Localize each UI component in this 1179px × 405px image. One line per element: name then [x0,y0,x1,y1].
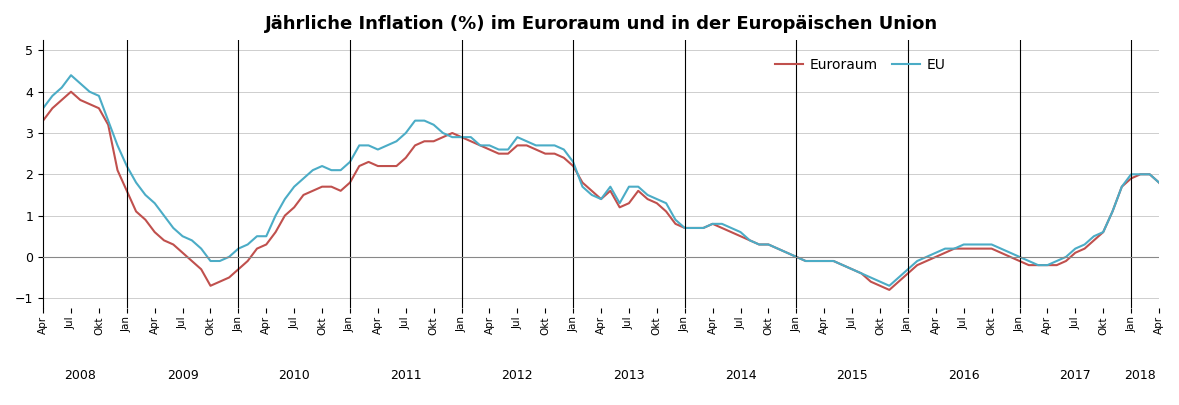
Euroraum [556,156,571,160]
EU [882,284,896,288]
Line: EU: EU [44,75,1179,286]
EU [668,217,683,222]
Euroraum [938,250,953,255]
EU [370,147,384,152]
EU [938,246,953,251]
EU [37,106,51,111]
Euroraum [370,164,384,168]
Euroraum [882,288,896,292]
Title: Jährliche Inflation (%) im Euroraum und in der Europäischen Union: Jährliche Inflation (%) im Euroraum und … [264,15,937,33]
EU [836,263,850,268]
Euroraum [64,89,78,94]
Euroraum [668,222,683,226]
EU [556,147,571,152]
Line: Euroraum: Euroraum [44,92,1179,290]
EU [994,246,1008,251]
Euroraum [836,263,850,268]
Euroraum [37,118,51,123]
Euroraum [994,250,1008,255]
Legend: Euroraum, EU: Euroraum, EU [770,52,951,77]
EU [64,73,78,78]
